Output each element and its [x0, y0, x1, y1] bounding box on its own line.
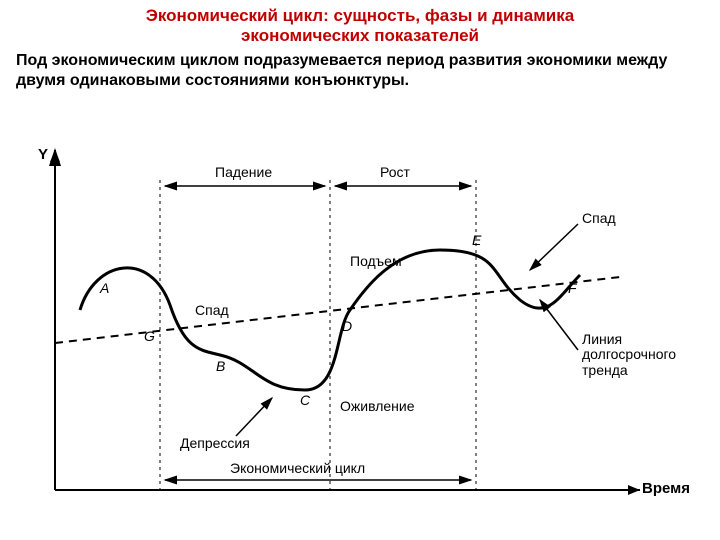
point-C: C — [300, 392, 310, 408]
label-spad2: Спад — [582, 210, 616, 226]
economic-cycle-diagram: Y Время A G B C D E F Падение Рост Спад … — [0, 140, 720, 540]
title-line1: Экономический цикл: сущность, фазы и дин… — [146, 6, 574, 25]
point-B: B — [216, 358, 225, 374]
label-depression: Депрессия — [180, 435, 250, 451]
label-ozhiv: Оживление — [340, 398, 414, 414]
point-G: G — [144, 328, 155, 344]
label-fall: Падение — [215, 164, 272, 180]
title-line2: экономических показателей — [241, 26, 479, 45]
label-trend: Линия долгосрочного тренда — [582, 332, 676, 378]
label-cycle: Экономический цикл — [230, 460, 365, 476]
label-spad: Спад — [195, 302, 229, 318]
point-A: A — [100, 280, 109, 296]
point-D: D — [342, 318, 352, 334]
x-axis-label: Время — [642, 480, 690, 497]
page-title: Экономический цикл: сущность, фазы и дин… — [0, 0, 720, 47]
label-growth: Рост — [380, 164, 410, 180]
point-E: E — [472, 232, 481, 248]
y-axis-label: Y — [38, 146, 48, 163]
point-F: F — [568, 280, 577, 296]
label-podem: Подъем — [350, 253, 402, 269]
subtitle-text: Под экономическим циклом подразумевается… — [0, 47, 720, 91]
